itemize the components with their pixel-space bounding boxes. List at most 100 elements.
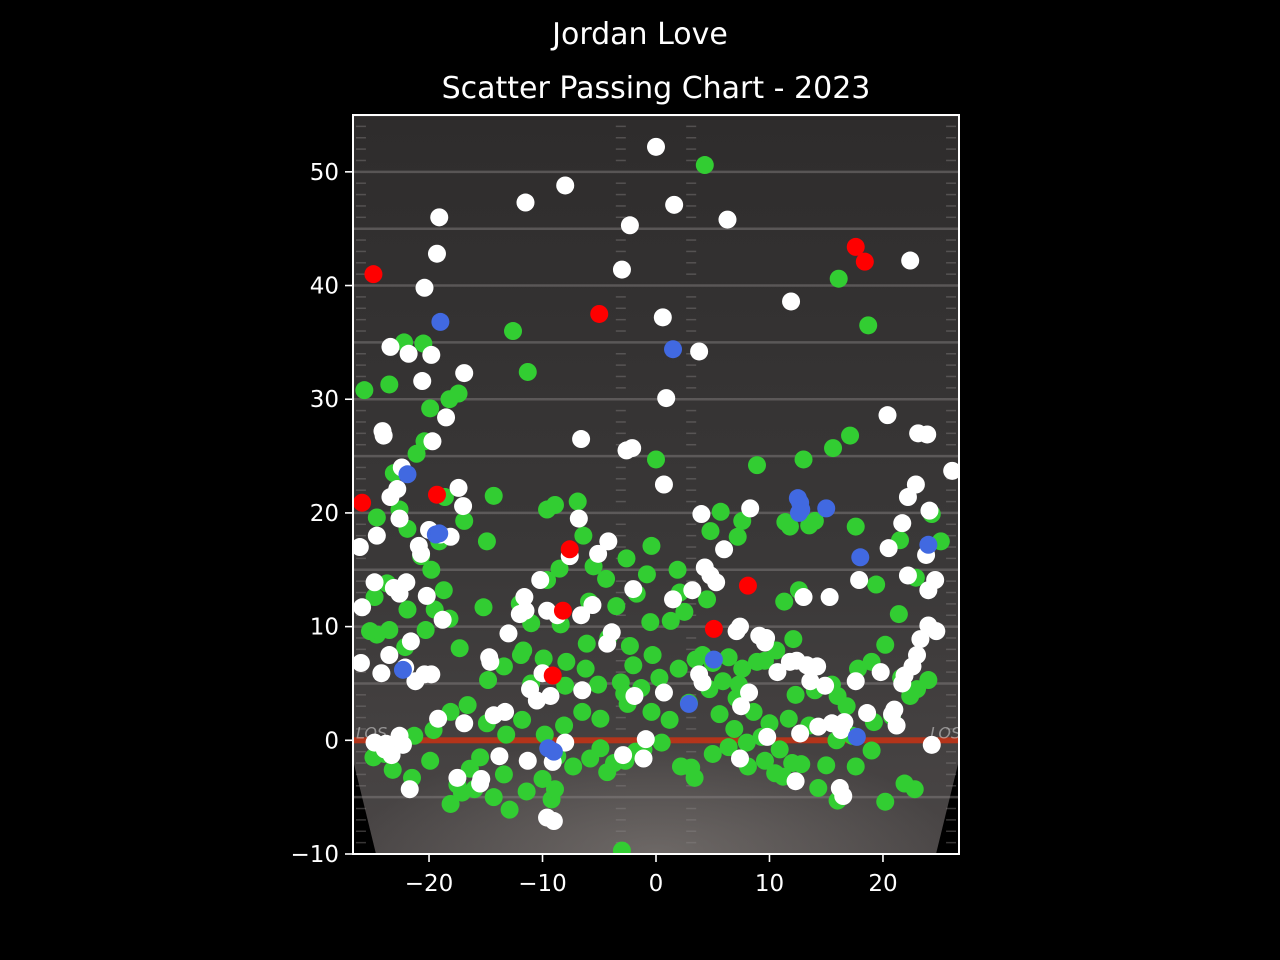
data-point	[775, 592, 794, 611]
data-point	[454, 497, 473, 516]
data-point	[417, 586, 436, 605]
data-point	[560, 540, 579, 559]
data-point	[398, 465, 417, 484]
data-point	[732, 697, 751, 716]
data-point	[437, 408, 456, 427]
data-point	[757, 628, 776, 647]
data-point	[730, 749, 749, 768]
data-point	[422, 665, 441, 684]
data-point	[905, 780, 924, 799]
data-point	[381, 337, 400, 356]
data-point	[805, 511, 824, 530]
data-point	[878, 406, 897, 425]
data-point	[862, 741, 881, 760]
data-point	[517, 782, 536, 801]
data-point	[871, 663, 890, 682]
data-point	[927, 622, 946, 641]
data-point	[398, 600, 417, 619]
data-point	[361, 622, 380, 641]
data-point	[809, 717, 828, 736]
data-point	[922, 735, 941, 754]
data-point	[837, 697, 856, 716]
data-point	[518, 751, 537, 770]
data-point	[423, 432, 442, 451]
data-point	[911, 630, 930, 649]
data-point	[479, 671, 498, 690]
data-point	[490, 747, 509, 766]
data-point	[906, 475, 925, 494]
data-point	[413, 372, 432, 391]
data-point	[573, 702, 592, 721]
data-point	[388, 480, 407, 499]
data-point	[801, 672, 820, 691]
data-point	[876, 635, 895, 654]
x-tick-label: 10	[755, 871, 784, 897]
y-tick-label: 10	[310, 615, 339, 641]
data-point	[572, 430, 591, 449]
data-point	[450, 639, 469, 658]
data-point	[715, 540, 734, 559]
data-point	[534, 649, 553, 668]
data-point	[458, 696, 477, 715]
data-point	[557, 652, 576, 671]
data-point	[817, 756, 836, 775]
data-point	[809, 779, 828, 798]
data-point	[817, 499, 836, 518]
data-point	[484, 486, 503, 505]
data-point	[516, 193, 535, 212]
data-point	[624, 580, 643, 599]
y-tick-label: 50	[310, 160, 339, 186]
data-point	[533, 769, 552, 788]
data-point	[794, 450, 813, 469]
data-point	[858, 704, 877, 723]
data-point	[372, 664, 391, 683]
field-vignette-right	[936, 760, 959, 854]
data-point	[412, 544, 431, 563]
data-point	[365, 733, 384, 752]
data-point	[867, 575, 886, 594]
data-point	[401, 632, 420, 651]
data-point	[546, 495, 564, 514]
x-tick-label: −20	[405, 871, 454, 897]
data-point	[653, 308, 672, 327]
y-tick-label: 40	[310, 274, 339, 300]
data-point	[779, 709, 798, 728]
data-point	[908, 646, 927, 665]
data-point	[568, 492, 587, 511]
data-point	[390, 584, 409, 603]
data-point	[514, 641, 533, 660]
data-point	[617, 549, 636, 568]
data-point	[455, 714, 474, 733]
data-point	[642, 536, 661, 555]
data-point	[641, 613, 660, 632]
data-point	[452, 783, 471, 802]
data-point	[430, 208, 449, 227]
data-point	[661, 611, 680, 630]
data-point	[353, 653, 370, 672]
data-point	[783, 754, 802, 773]
data-point	[741, 499, 760, 518]
data-point	[760, 714, 779, 733]
data-point	[591, 709, 610, 728]
data-point	[484, 788, 503, 807]
data-point	[637, 565, 656, 584]
data-point	[841, 426, 860, 445]
data-point	[364, 265, 383, 284]
data-point	[521, 680, 540, 699]
series-1	[353, 137, 959, 831]
data-point	[441, 794, 460, 813]
data-point	[782, 292, 801, 311]
data-point	[422, 560, 441, 579]
data-point	[538, 601, 557, 620]
data-point	[943, 461, 959, 480]
data-point	[553, 601, 572, 620]
y-tick-label: 20	[310, 501, 339, 527]
data-point	[740, 683, 759, 702]
data-point	[434, 581, 453, 600]
data-point	[733, 659, 752, 678]
data-point	[642, 702, 661, 721]
data-point	[429, 709, 448, 728]
data-point	[846, 672, 865, 691]
data-point	[415, 278, 434, 297]
